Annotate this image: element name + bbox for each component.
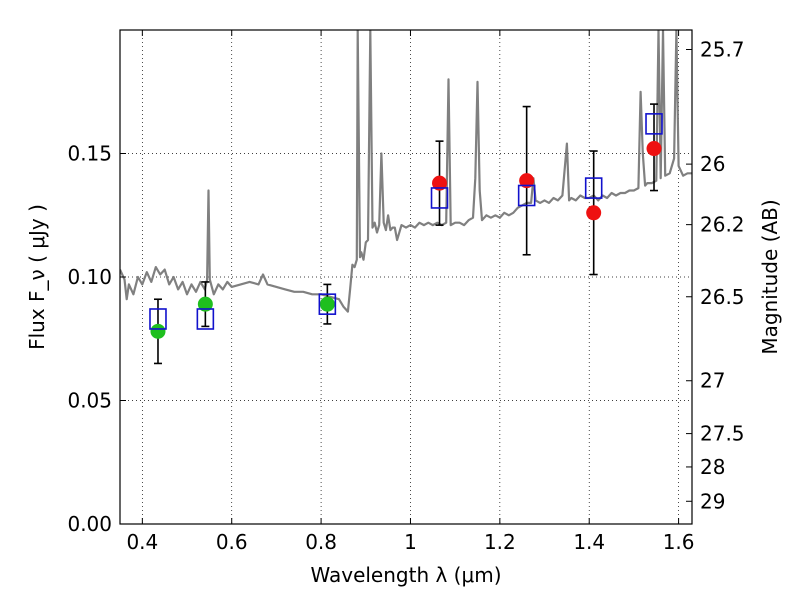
error-bar-layer [153, 103, 659, 365]
square-marker [517, 184, 536, 207]
right-tick-label: 25.7 [700, 38, 745, 62]
square-marker [149, 308, 167, 330]
right-tick-label: 27 [700, 369, 725, 393]
x-tick-label: 1.2 [484, 530, 516, 554]
right-tick-labels: 25.7 26 26.2 26.5 27 27.5 28 29 [700, 38, 745, 514]
right-axis-label: Magnitude (AB) [758, 199, 782, 354]
y-tick-label: 0.00 [67, 512, 112, 536]
right-tick-label: 28 [700, 455, 725, 479]
right-tick-label: 29 [700, 489, 725, 513]
square-marker [645, 113, 663, 135]
square-marker [430, 187, 449, 209]
template-spectrum-layer [120, 30, 692, 313]
circle-marker [150, 323, 166, 339]
x-tick-label: 1.6 [663, 530, 695, 554]
circle-marker [197, 296, 213, 312]
x-tick-labels: 0.4 0.6 0.8 1 1.2 1.4 1.6 [126, 530, 694, 554]
circle-marker [646, 141, 662, 157]
y-tick-label: 0.10 [67, 265, 112, 289]
square-marker [318, 293, 337, 315]
y-tick-labels: 0.00 0.05 0.10 0.15 [67, 142, 112, 537]
circle-marker [432, 175, 448, 191]
y-tick-label: 0.05 [67, 389, 112, 413]
grid-lines [120, 30, 692, 525]
circle-marker [319, 296, 335, 312]
tick-marks [120, 30, 692, 525]
circle-marker [519, 173, 535, 189]
x-tick-label: 1.4 [573, 530, 605, 554]
right-tick-label: 26.2 [700, 213, 745, 237]
square-marker [584, 177, 603, 199]
x-tick-label: 0.4 [126, 530, 158, 554]
circle-marker [586, 205, 602, 221]
y-axis-label: Flux F_ν ( μJy ) [25, 204, 49, 350]
right-tick-label: 26.5 [700, 285, 745, 309]
plot-frame [119, 29, 693, 525]
square-marker [196, 308, 215, 330]
x-tick-label: 0.8 [305, 530, 337, 554]
data-points-layer [149, 113, 663, 339]
x-tick-label: 1 [404, 530, 417, 554]
right-tick-label: 27.5 [700, 422, 745, 446]
x-axis-label: Wavelength λ (μm) [310, 563, 501, 587]
y-tick-label: 0.15 [67, 142, 112, 166]
x-tick-label: 0.6 [216, 530, 248, 554]
right-tick-label: 26 [700, 152, 725, 176]
template-spectrum-line [120, 30, 692, 313]
